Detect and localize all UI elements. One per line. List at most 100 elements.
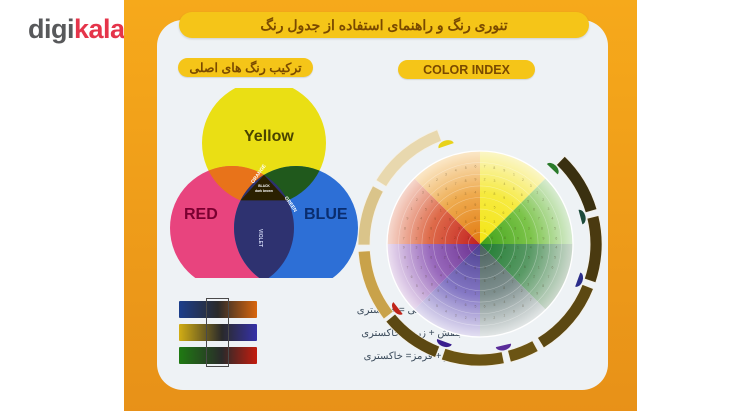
svg-text:4: 4	[474, 253, 476, 257]
svg-text:8: 8	[431, 283, 433, 287]
svg-text:4: 4	[474, 229, 476, 233]
svg-text:7: 7	[518, 274, 520, 278]
svg-text:8: 8	[404, 255, 406, 259]
svg-text:3: 3	[465, 192, 467, 196]
svg-text:1: 1	[503, 314, 505, 318]
svg-text:6: 6	[521, 193, 523, 197]
svg-text:7: 7	[456, 211, 458, 215]
svg-text:7: 7	[530, 298, 532, 302]
svg-text:2: 2	[416, 198, 418, 202]
svg-text:9: 9	[503, 196, 505, 200]
svg-text:7: 7	[455, 182, 457, 186]
svg-text:5: 5	[527, 199, 529, 203]
svg-text:3: 3	[458, 227, 460, 231]
svg-text:8: 8	[464, 276, 466, 280]
svg-text:6: 6	[465, 262, 467, 266]
svg-text:4: 4	[503, 300, 505, 304]
svg-text:1: 1	[449, 265, 451, 269]
svg-text:2: 2	[455, 196, 457, 200]
svg-text:7: 7	[428, 236, 430, 240]
svg-text:5: 5	[554, 255, 556, 259]
svg-text:4: 4	[552, 217, 554, 221]
svg-text:7: 7	[428, 246, 430, 250]
svg-text:3: 3	[493, 220, 495, 224]
svg-text:8: 8	[543, 246, 545, 250]
svg-text:1: 1	[518, 208, 520, 212]
svg-text:4: 4	[503, 182, 505, 186]
svg-text:9: 9	[456, 271, 458, 275]
svg-text:1: 1	[474, 292, 476, 296]
svg-text:8: 8	[404, 227, 406, 231]
svg-text:VIOLET: VIOLET	[257, 229, 263, 247]
svg-text:7: 7	[474, 279, 476, 283]
svg-text:4: 4	[446, 280, 448, 284]
svg-text:1: 1	[411, 207, 413, 211]
svg-text:3: 3	[484, 317, 486, 321]
svg-text:6: 6	[474, 216, 476, 220]
svg-text:1: 1	[484, 253, 486, 257]
svg-text:9: 9	[494, 290, 496, 294]
svg-text:1: 1	[440, 208, 442, 212]
svg-text:7: 7	[538, 217, 540, 221]
svg-text:9: 9	[536, 292, 538, 296]
svg-text:4: 4	[555, 246, 557, 250]
svg-text:8: 8	[522, 304, 524, 308]
svg-text:9: 9	[474, 178, 476, 182]
svg-text:6: 6	[484, 305, 486, 309]
svg-text:3: 3	[417, 227, 419, 231]
svg-text:4: 4	[422, 292, 424, 296]
svg-text:7: 7	[491, 246, 493, 250]
svg-text:9: 9	[503, 169, 505, 173]
svg-text:2: 2	[514, 256, 516, 260]
svg-text:1: 1	[446, 202, 448, 206]
svg-text:5: 5	[436, 304, 438, 308]
svg-text:dark brown: dark brown	[255, 189, 273, 193]
svg-text:1: 1	[513, 173, 515, 177]
svg-text:5: 5	[493, 303, 495, 307]
svg-text:9: 9	[425, 275, 427, 279]
svg-text:9: 9	[541, 255, 543, 259]
svg-text:2: 2	[436, 178, 438, 182]
svg-text:1: 1	[536, 190, 538, 194]
svg-text:8: 8	[504, 246, 506, 250]
svg-text:6: 6	[445, 187, 447, 191]
svg-text:1: 1	[474, 317, 476, 321]
svg-text:6: 6	[503, 211, 505, 215]
svg-text:2: 2	[522, 178, 524, 182]
svg-text:4: 4	[474, 190, 476, 194]
svg-text:2: 2	[484, 216, 486, 220]
svg-text:4: 4	[491, 236, 493, 240]
svg-text:6: 6	[465, 303, 467, 307]
svg-text:6: 6	[430, 256, 432, 260]
svg-text:2: 2	[416, 236, 418, 240]
svg-text:8: 8	[542, 284, 544, 288]
svg-text:BLACK: BLACK	[258, 184, 270, 188]
svg-text:8: 8	[458, 255, 460, 259]
svg-text:2: 2	[524, 217, 526, 221]
svg-text:1: 1	[484, 292, 486, 296]
svg-text:3: 3	[493, 179, 495, 183]
svg-text:1: 1	[538, 265, 540, 269]
svg-text:5: 5	[437, 193, 439, 197]
svg-text:2: 2	[465, 290, 467, 294]
svg-text:2: 2	[465, 316, 467, 320]
svg-text:6: 6	[411, 275, 413, 279]
svg-text:2: 2	[533, 275, 535, 279]
svg-text:8: 8	[503, 286, 505, 290]
svg-text:2: 2	[542, 198, 544, 202]
svg-text:3: 3	[484, 266, 486, 270]
svg-text:5: 5	[434, 265, 436, 269]
svg-text:8: 8	[430, 227, 432, 231]
svg-text:8: 8	[493, 166, 495, 170]
svg-text:5: 5	[465, 220, 467, 224]
svg-text:4: 4	[441, 236, 443, 240]
svg-text:6: 6	[428, 298, 430, 302]
svg-text:4: 4	[530, 246, 532, 250]
svg-text:6: 6	[552, 265, 554, 269]
svg-text:4: 4	[530, 236, 532, 240]
svg-text:5: 5	[474, 266, 476, 270]
svg-text:9: 9	[454, 246, 456, 250]
svg-text:6: 6	[533, 207, 535, 211]
svg-text:1: 1	[512, 202, 514, 206]
svg-text:5: 5	[528, 256, 530, 260]
